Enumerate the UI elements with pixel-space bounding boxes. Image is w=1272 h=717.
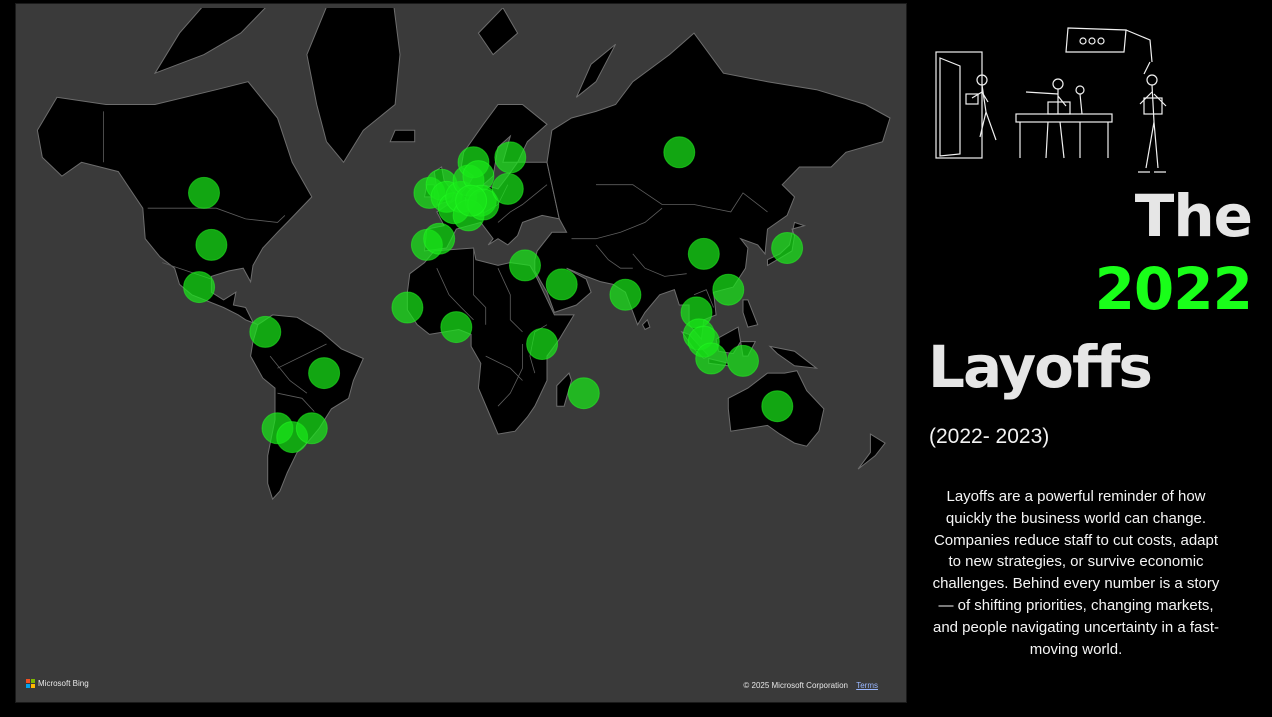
layoff-bubble[interactable] — [491, 172, 524, 205]
landmass-shape — [768, 345, 819, 369]
landmass-shape — [389, 129, 416, 143]
layoff-bubble[interactable] — [440, 311, 473, 344]
landmass-shape — [306, 8, 401, 164]
layoff-bubble[interactable] — [567, 377, 600, 410]
layoff-bubble[interactable] — [295, 412, 328, 445]
copyright-text: © 2025 Microsoft Corporation — [743, 681, 848, 690]
period-label: (2022- 2023) — [929, 425, 1050, 448]
border-line — [436, 268, 474, 321]
border-line — [497, 268, 523, 333]
layoff-bubble[interactable] — [188, 176, 220, 209]
layoff-bubble[interactable] — [712, 273, 745, 306]
border-line — [473, 248, 487, 325]
layoff-bubble[interactable] — [771, 232, 804, 264]
landmass-shape — [153, 8, 266, 75]
description-text: Layoffs are a powerful reminder of how q… — [932, 488, 1220, 658]
landmass-shape — [477, 8, 519, 56]
border-line — [269, 355, 308, 394]
border-line — [632, 253, 687, 277]
border-line — [147, 207, 286, 223]
layoff-bubble[interactable] — [761, 390, 794, 423]
border-line — [571, 207, 663, 240]
layoff-bubble[interactable] — [695, 342, 728, 375]
border-line — [497, 184, 548, 223]
landmass-shape — [742, 299, 759, 328]
layoff-bubble[interactable] — [509, 249, 541, 282]
map-copyright: © 2025 Microsoft Corporation Terms — [743, 681, 878, 690]
bing-attribution: Microsoft Bing — [26, 679, 89, 688]
border-line — [277, 343, 327, 369]
layoff-bubble[interactable] — [526, 328, 559, 360]
landmass-shape — [250, 314, 364, 501]
terms-link[interactable]: Terms — [856, 681, 878, 690]
landmass-shape — [534, 32, 891, 341]
layoff-bubbles[interactable] — [183, 136, 804, 454]
bing-label: Microsoft Bing — [38, 679, 89, 688]
layoff-bubble[interactable] — [609, 278, 642, 311]
border-line — [277, 392, 315, 412]
layoff-bubble[interactable] — [183, 271, 216, 304]
layoff-bubble[interactable] — [545, 268, 578, 301]
landmass-shape — [556, 372, 573, 407]
landmass-shape — [857, 433, 886, 470]
title-year: 2022 — [1094, 255, 1253, 323]
border-line — [596, 184, 768, 213]
border-line — [497, 344, 523, 407]
border-line — [485, 355, 523, 381]
layoff-bubble[interactable] — [249, 315, 282, 348]
layoff-bubble[interactable] — [195, 228, 228, 261]
landmass-shape — [36, 81, 313, 326]
layoff-bubble[interactable] — [663, 136, 696, 169]
layoff-bubble[interactable] — [494, 141, 527, 174]
office-layoff-illustration — [935, 27, 1167, 173]
layoff-bubble[interactable] — [391, 291, 424, 324]
layoff-bubble[interactable] — [308, 357, 341, 390]
microsoft-logo-icon — [26, 679, 35, 688]
layoff-bubble[interactable] — [423, 222, 456, 255]
title-the: The — [1134, 182, 1253, 250]
layoffs-map[interactable]: Microsoft Bing © 2025 Microsoft Corporat… — [15, 3, 907, 703]
landmass-shape — [575, 43, 617, 98]
border-line — [693, 289, 714, 308]
layoff-bubble[interactable] — [687, 237, 720, 270]
landmass-shape — [641, 318, 651, 331]
world-map[interactable] — [20, 8, 902, 698]
title-layoffs: Layoffs — [928, 333, 1153, 401]
layoff-bubble[interactable] — [455, 184, 488, 217]
border-line — [595, 244, 633, 269]
layoff-bubble[interactable] — [727, 344, 759, 377]
